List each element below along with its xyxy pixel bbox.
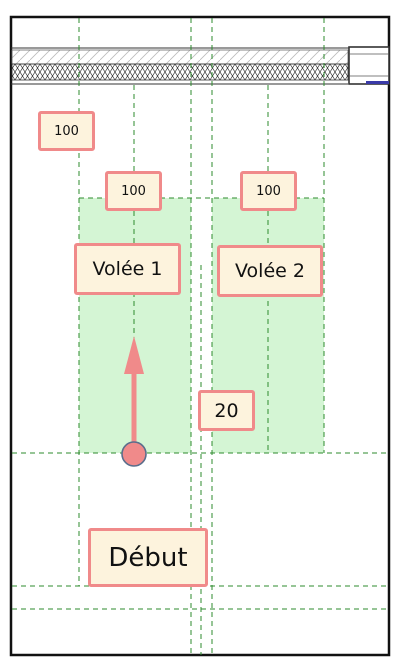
flight-1-label[interactable]: Volée 1 [74, 243, 181, 295]
gap-dimension-label[interactable]: 20 [198, 390, 255, 431]
dimension-label-top-left[interactable]: 100 [38, 111, 95, 151]
start-label[interactable]: Début [88, 528, 208, 587]
dimension-label-flight-1[interactable]: 100 [105, 171, 162, 211]
flight-2-label[interactable]: Volée 2 [217, 245, 323, 297]
top-right-accent [366, 81, 389, 84]
direction-arrow[interactable] [124, 336, 144, 450]
top-wall [11, 46, 390, 85]
dimension-label-flight-2[interactable]: 100 [240, 171, 297, 211]
plan-frame [9, 15, 391, 657]
start-point-handle[interactable] [121, 441, 147, 467]
